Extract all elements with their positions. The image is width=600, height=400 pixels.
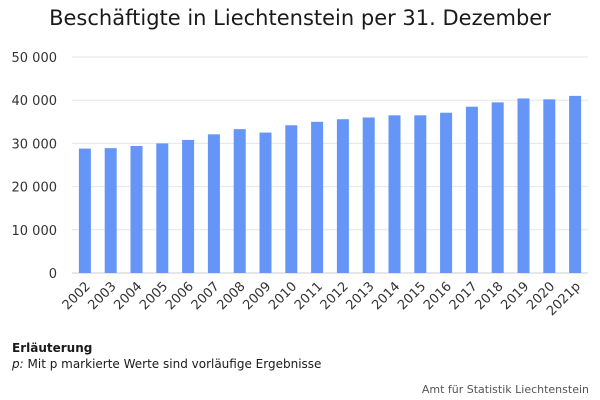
bar	[388, 115, 401, 273]
y-tick-label: 20 000	[12, 181, 58, 196]
y-tick-label: 10 000	[12, 224, 58, 239]
x-tick-label: 2013	[344, 279, 378, 313]
x-tick-label: 2014	[369, 279, 403, 313]
bar	[465, 106, 478, 274]
x-tick-label: 2018	[473, 279, 507, 313]
bar	[543, 99, 556, 273]
y-tick-label: 0	[49, 267, 57, 282]
bar	[311, 121, 324, 273]
y-tick-label: 50 000	[12, 51, 58, 66]
bar	[78, 148, 91, 273]
bar	[336, 119, 349, 273]
bar	[362, 117, 375, 273]
bar	[104, 148, 117, 273]
x-tick-label: 2019	[498, 279, 532, 313]
explanation-prefix: p:	[12, 357, 24, 371]
x-tick-label: 2017	[447, 279, 481, 313]
y-tick-label: 30 000	[12, 137, 58, 152]
explanation-note: Erläuterung p: Mit p markierte Werte sin…	[12, 340, 321, 372]
bar	[285, 125, 298, 273]
gridlines	[72, 56, 588, 274]
bar	[440, 112, 453, 273]
bars	[78, 95, 582, 274]
explanation-text: Mit p markierte Werte sind vorläufige Er…	[27, 357, 322, 371]
x-tick-label: 2007	[189, 279, 223, 313]
explanation-text-line: p: Mit p markierte Werte sind vorläufige…	[12, 356, 321, 372]
x-tick-label: 2003	[86, 279, 120, 313]
x-tick-label: 2011	[292, 279, 326, 313]
y-tick-label: 40 000	[12, 94, 58, 109]
bar	[182, 139, 195, 273]
explanation-heading: Erläuterung	[12, 341, 93, 355]
bar	[130, 145, 143, 273]
x-tick-label: 2009	[240, 279, 274, 313]
y-axis-ticks: 0 10 000 20 000 30 000 40 000 50 000	[12, 51, 58, 282]
x-tick-label: 2002	[60, 279, 94, 313]
x-tick-label: 2004	[111, 279, 145, 313]
x-tick-label: 2010	[266, 279, 300, 313]
x-tick-label: 2008	[215, 279, 249, 313]
bar	[491, 102, 504, 273]
x-tick-label: 2012	[318, 279, 352, 313]
bar	[156, 143, 169, 273]
bar	[569, 95, 582, 273]
bar	[414, 115, 427, 273]
bar	[517, 98, 530, 273]
x-tick-label: 2006	[163, 279, 197, 313]
x-tick-label: 2015	[395, 279, 429, 313]
x-tick-label: 2016	[421, 279, 455, 313]
x-tick-label: 2005	[137, 279, 171, 313]
chart-title: Beschäftigte in Liechtenstein per 31. De…	[49, 6, 551, 30]
bar	[259, 132, 272, 273]
source-label: Amt für Statistik Liechtenstein	[421, 383, 589, 396]
bar	[207, 134, 220, 273]
x-axis-ticks: 2002200320042005200620072008200920102011…	[60, 279, 584, 319]
bar	[233, 129, 246, 273]
